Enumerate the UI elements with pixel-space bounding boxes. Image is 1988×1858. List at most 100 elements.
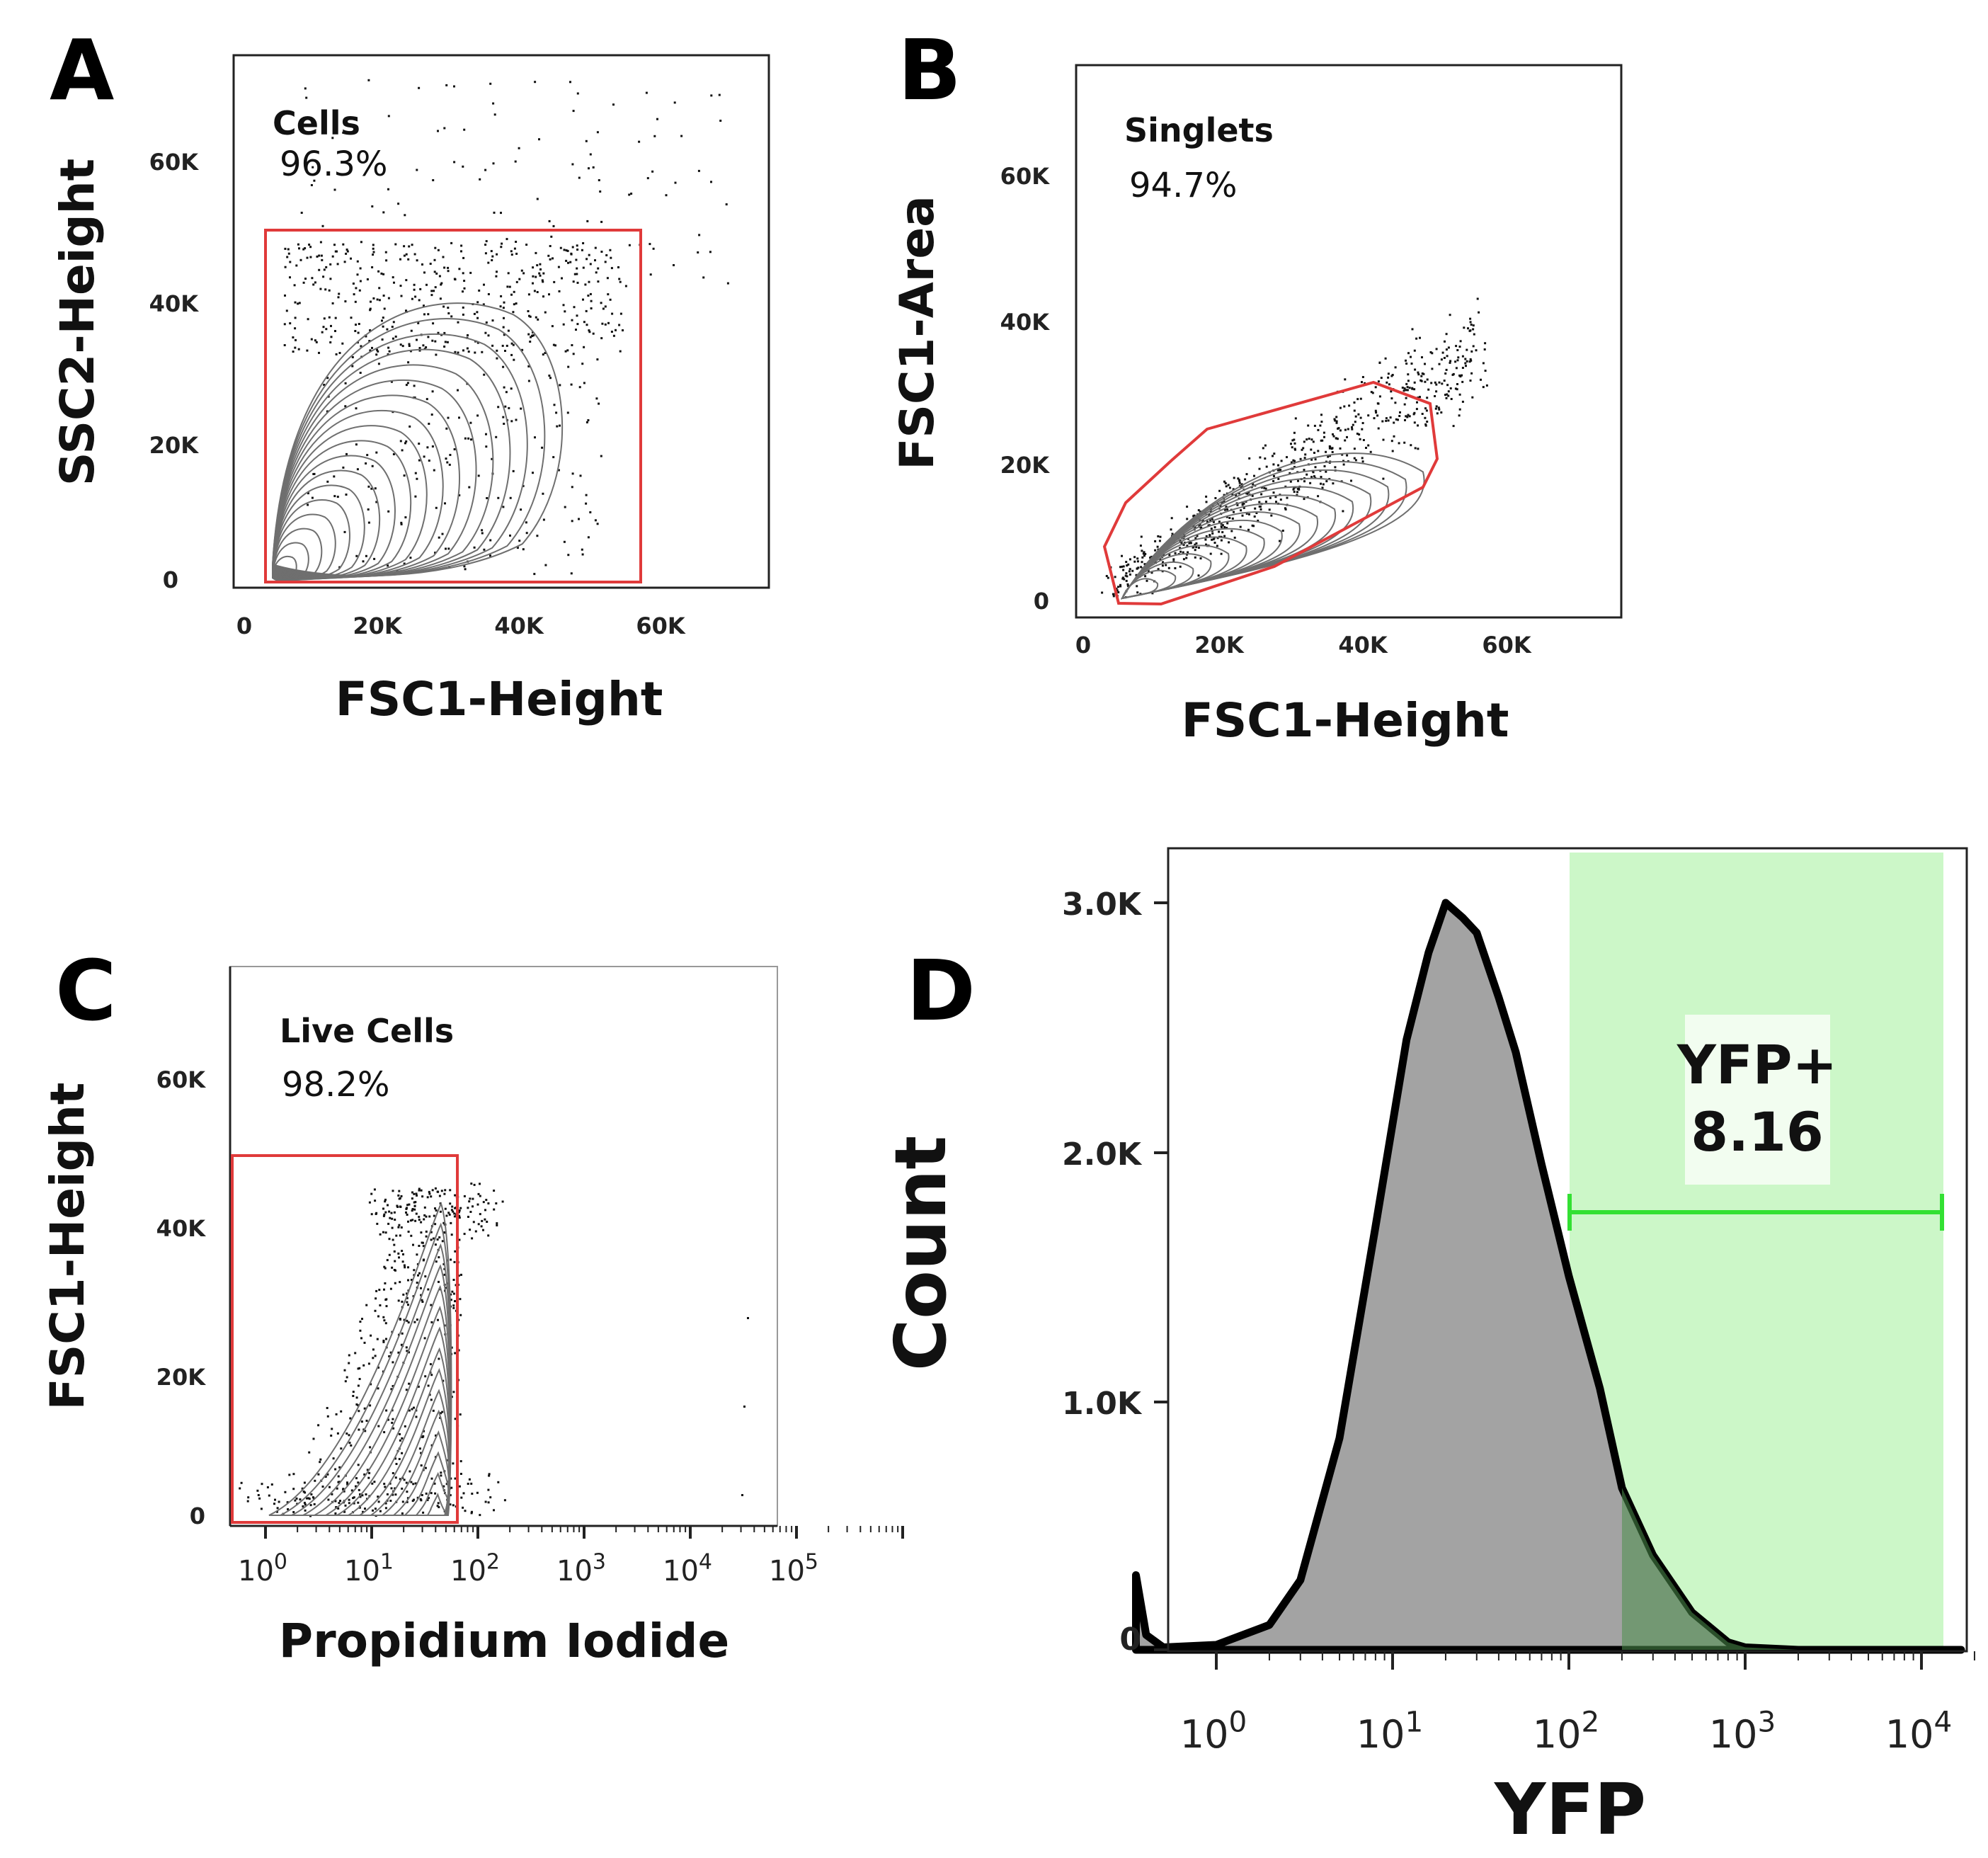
event-dot: [1309, 481, 1312, 484]
event-dot: [484, 169, 487, 171]
contour-line: [271, 302, 564, 577]
event-dot: [391, 1217, 394, 1220]
event-dot: [326, 377, 329, 380]
event-dot: [532, 266, 535, 269]
event-dot: [343, 530, 346, 533]
event-dot: [256, 1489, 259, 1492]
event-dot: [1445, 348, 1448, 351]
event-dot: [1244, 478, 1247, 481]
event-dot: [432, 179, 435, 181]
event-dot: [726, 282, 729, 285]
gate-percent-singlets: 94.7%: [1129, 166, 1237, 205]
x-axis-ticks-c: 100 101 102 103 104 105: [238, 1526, 904, 1588]
event-dot: [1162, 554, 1165, 557]
event-dot: [1143, 554, 1146, 557]
event-dot: [485, 321, 488, 324]
event-dot: [487, 334, 490, 337]
event-dot: [410, 1234, 413, 1237]
event-dot: [1303, 498, 1306, 501]
event-dot: [447, 416, 450, 419]
event-dot: [598, 179, 600, 181]
event-dot: [452, 1279, 455, 1281]
event-dot: [583, 382, 585, 384]
event-dot: [1351, 426, 1353, 428]
event-dot: [458, 1238, 461, 1241]
event-dot: [394, 1219, 396, 1221]
event-dot: [423, 1337, 426, 1340]
event-dot: [573, 306, 576, 309]
event-dot: [569, 261, 572, 263]
event-dot: [516, 547, 519, 549]
event-dot: [493, 211, 496, 214]
gate-singlets[interactable]: [1102, 380, 1439, 606]
event-dot: [418, 1447, 421, 1450]
event-dot: [1185, 557, 1188, 559]
event-dot: [382, 1316, 385, 1318]
event-dot: [1101, 591, 1104, 594]
event-dot: [649, 273, 652, 276]
event-dot: [468, 486, 471, 489]
event-dot: [507, 329, 510, 332]
event-dot: [1328, 445, 1331, 448]
event-dot: [544, 311, 547, 314]
x-tick-a-20k: 20K: [353, 612, 403, 639]
event-dot: [370, 1383, 372, 1386]
event-dot: [1119, 566, 1121, 569]
event-dot: [384, 1282, 387, 1284]
gate-bracket-yfp[interactable]: [1567, 1194, 1944, 1231]
event-dot: [406, 1204, 409, 1207]
event-dot: [429, 1363, 432, 1366]
event-dot: [458, 1216, 461, 1219]
gate-live-cells[interactable]: [231, 1154, 459, 1524]
event-dot: [406, 1497, 409, 1500]
event-dot: [453, 278, 456, 280]
event-dot: [442, 256, 445, 258]
event-dot: [399, 1478, 401, 1481]
event-dot: [1482, 362, 1485, 365]
event-dot: [587, 536, 590, 539]
event-dot: [1251, 524, 1254, 527]
event-dot: [292, 1488, 295, 1491]
event-dot: [582, 298, 584, 301]
event-dot: [1437, 406, 1440, 409]
event-dot: [393, 1243, 396, 1246]
event-dot: [1179, 547, 1182, 549]
event-dot: [473, 312, 476, 315]
event-dot: [467, 1216, 469, 1218]
event-dot: [566, 349, 569, 352]
event-dot: [366, 1469, 369, 1471]
event-dot: [436, 1238, 439, 1241]
y-tick-c-20k: 20K: [156, 1364, 207, 1391]
event-dot: [496, 357, 498, 360]
event-dot: [1445, 397, 1448, 399]
event-dot: [426, 1499, 429, 1501]
event-dot: [450, 1221, 452, 1224]
event-dot: [1165, 564, 1167, 566]
event-dot: [697, 169, 700, 172]
gate-cells[interactable]: [264, 229, 642, 583]
event-dot: [571, 486, 573, 489]
event-dot: [1240, 509, 1242, 512]
event-dot: [445, 547, 447, 550]
event-dot: [1125, 579, 1128, 582]
event-dot: [1236, 503, 1239, 506]
event-dot: [311, 277, 314, 280]
event-dot: [384, 251, 387, 253]
event-dot: [1328, 447, 1331, 450]
x-tick-b-20k: 20K: [1194, 632, 1245, 659]
event-dot: [1136, 557, 1139, 560]
event-dot: [435, 272, 438, 275]
event-dot: [506, 285, 509, 288]
event-dot: [594, 519, 597, 522]
event-dot: [428, 1190, 430, 1193]
event-dot: [535, 251, 537, 254]
event-dot: [1434, 395, 1436, 397]
event-dot: [1218, 489, 1221, 492]
event-dot: [284, 247, 287, 250]
event-dot: [386, 1259, 389, 1262]
event-dot: [542, 295, 544, 298]
event-dot: [317, 1473, 320, 1476]
event-dot: [397, 1299, 400, 1302]
event-dot: [501, 344, 504, 347]
event-dot: [399, 343, 402, 346]
